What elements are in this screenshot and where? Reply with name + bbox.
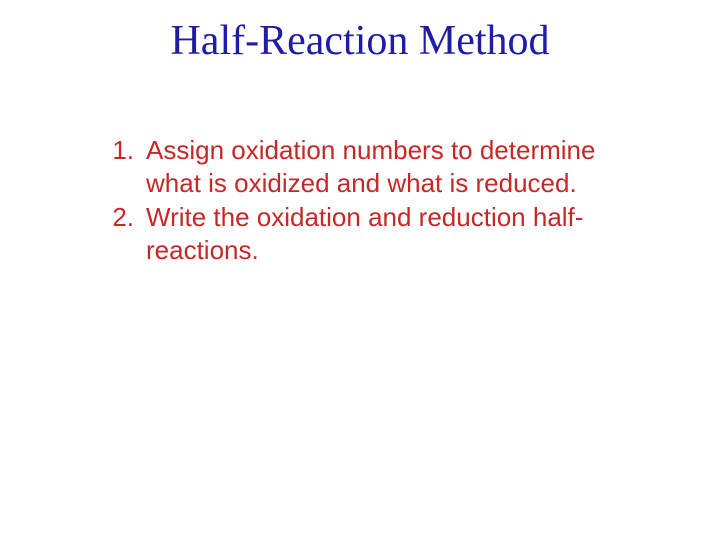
list-number: 2. <box>104 201 146 234</box>
list-text: Write the oxidation and reduction half-r… <box>146 201 636 266</box>
list-text: Assign oxidation numbers to determine wh… <box>146 134 636 199</box>
slide-container: Half-Reaction Method 1. Assign oxidation… <box>0 0 720 540</box>
list-item: 2. Write the oxidation and reduction hal… <box>104 201 660 266</box>
slide-title: Half-Reaction Method <box>60 18 660 64</box>
numbered-list: 1. Assign oxidation numbers to determine… <box>60 134 660 266</box>
list-number: 1. <box>104 134 146 167</box>
list-item: 1. Assign oxidation numbers to determine… <box>104 134 660 199</box>
